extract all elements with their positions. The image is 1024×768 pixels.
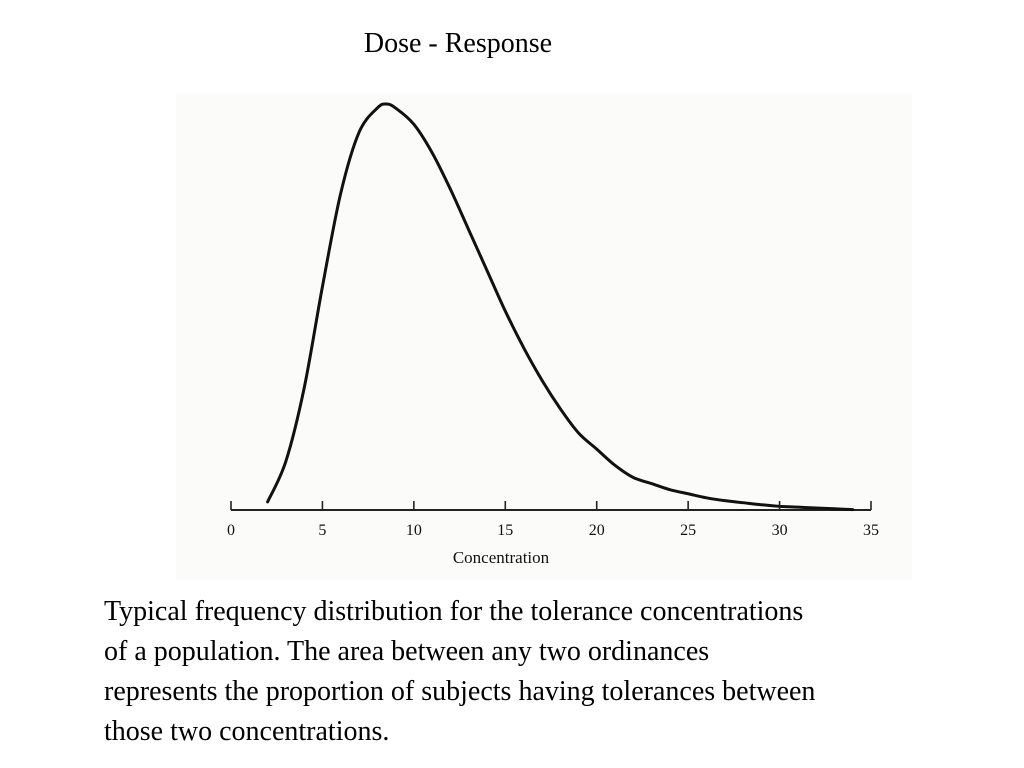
dose-response-chart: 0 5 10 15 20 25 30 35 Concentration [227,102,879,567]
slide-title: Dose - Response [363,28,553,59]
x-axis-ticks: 0 5 10 15 20 25 30 35 [227,501,879,539]
x-tick-label: 0 [227,522,235,539]
x-tick-label: 15 [497,522,513,539]
caption-line: of a population. The area between any tw… [104,636,710,667]
x-tick-label: 30 [772,522,788,539]
caption-line: represents the proportion of subjects ha… [104,676,816,707]
figure-caption: Typical frequency distribution for the t… [104,592,1004,752]
x-tick-label: 35 [863,522,879,539]
caption-line: those two concentrations. [104,716,390,747]
frequency-curve [266,102,855,512]
x-tick-label: 20 [589,522,605,539]
x-tick-label: 25 [680,522,696,539]
chart-figure: 0 5 10 15 20 25 30 35 Concentration [176,94,912,580]
x-tick-label: 5 [318,522,326,539]
caption-line: Typical frequency distribution for the t… [104,596,804,627]
x-axis-label: Concentration [453,548,550,567]
x-tick-label: 10 [406,522,422,539]
